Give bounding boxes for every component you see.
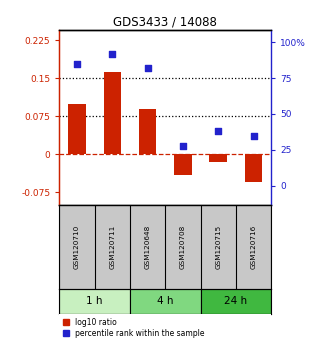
Point	[145, 65, 150, 71]
Title: GDS3433 / 14088: GDS3433 / 14088	[113, 16, 217, 29]
Bar	[68, 104, 86, 154]
Bar	[245, 154, 263, 182]
Text: 4 h: 4 h	[157, 296, 174, 306]
Bar	[130, 289, 201, 314]
Point	[110, 51, 115, 56]
Bar	[201, 289, 271, 314]
Text: GSM120711: GSM120711	[109, 225, 115, 269]
Text: GSM120708: GSM120708	[180, 225, 186, 269]
Text: GSM120716: GSM120716	[251, 225, 256, 269]
Point	[180, 143, 186, 148]
Legend: log10 ratio, percentile rank within the sample: log10 ratio, percentile rank within the …	[63, 318, 205, 338]
Text: GSM120648: GSM120648	[145, 225, 151, 269]
Bar	[59, 289, 130, 314]
Point	[74, 61, 80, 67]
Point	[216, 129, 221, 134]
Bar	[139, 109, 156, 154]
Text: GSM120710: GSM120710	[74, 225, 80, 269]
Text: 24 h: 24 h	[224, 296, 247, 306]
Text: 1 h: 1 h	[86, 296, 103, 306]
Bar	[174, 154, 192, 175]
Bar	[210, 154, 227, 162]
Bar	[103, 72, 121, 154]
Text: GSM120715: GSM120715	[215, 225, 221, 269]
Point	[251, 133, 256, 138]
